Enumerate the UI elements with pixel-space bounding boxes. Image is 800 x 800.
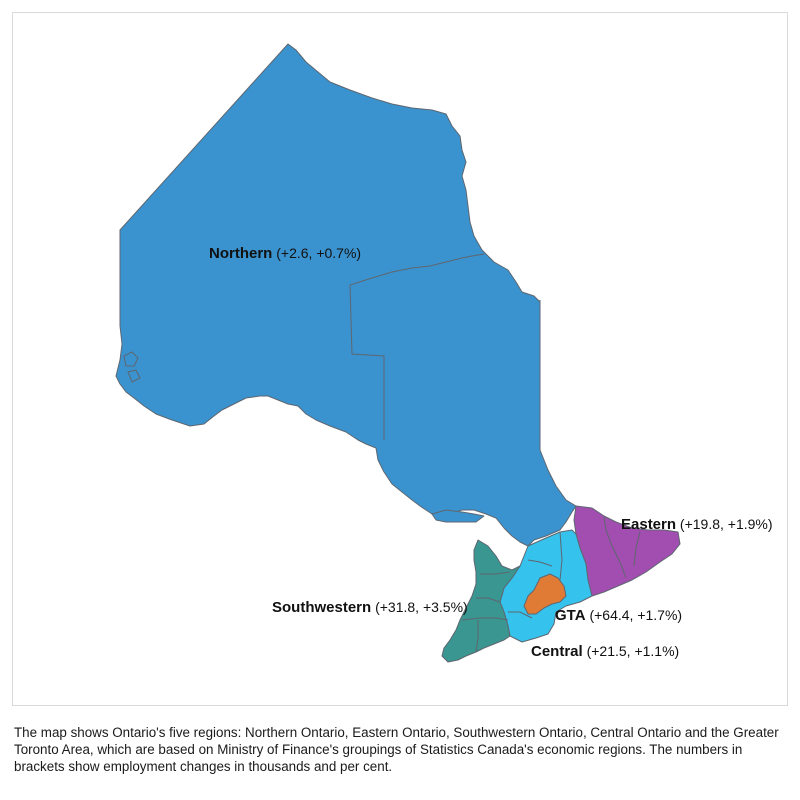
ontario-map — [115, 43, 681, 663]
eastern-subdivision-line — [603, 515, 641, 579]
label-northern-values: (+2.6, +0.7%) — [276, 245, 362, 261]
southwestern-subdivision-line — [461, 571, 511, 653]
label-gta-name: GTA — [555, 607, 586, 624]
label-gta: GTA (+64.4, +1.7%) — [555, 607, 682, 624]
region-northern-islands — [123, 351, 141, 383]
label-gta-values: (+64.4, +1.7%) — [589, 607, 683, 623]
label-central-name: Central — [531, 643, 583, 660]
label-southwestern: Southwestern (+31.8, +3.5%) — [272, 599, 468, 616]
label-eastern-values: (+19.8, +1.9%) — [679, 516, 773, 532]
region-northern[interactable] — [115, 43, 577, 547]
region-gta[interactable] — [523, 573, 567, 615]
northern-subdivision-line — [349, 253, 541, 450]
central-subdivision-line — [508, 531, 563, 619]
label-eastern-name: Eastern — [621, 516, 677, 533]
label-central: Central (+21.5, +1.1%) — [531, 643, 679, 660]
map-caption: The map shows Ontario's five regions: No… — [14, 725, 779, 774]
label-southwestern-values: (+31.8, +3.5%) — [375, 599, 468, 615]
label-northern-name: Northern — [209, 245, 273, 262]
label-eastern: Eastern (+19.8, +1.9%) — [621, 516, 773, 533]
label-southwestern-name: Southwestern — [272, 599, 372, 616]
region-northern-manitoulin — [431, 509, 485, 523]
label-central-values: (+21.5, +1.1%) — [586, 643, 680, 659]
label-northern: Northern (+2.6, +0.7%) — [209, 245, 361, 262]
